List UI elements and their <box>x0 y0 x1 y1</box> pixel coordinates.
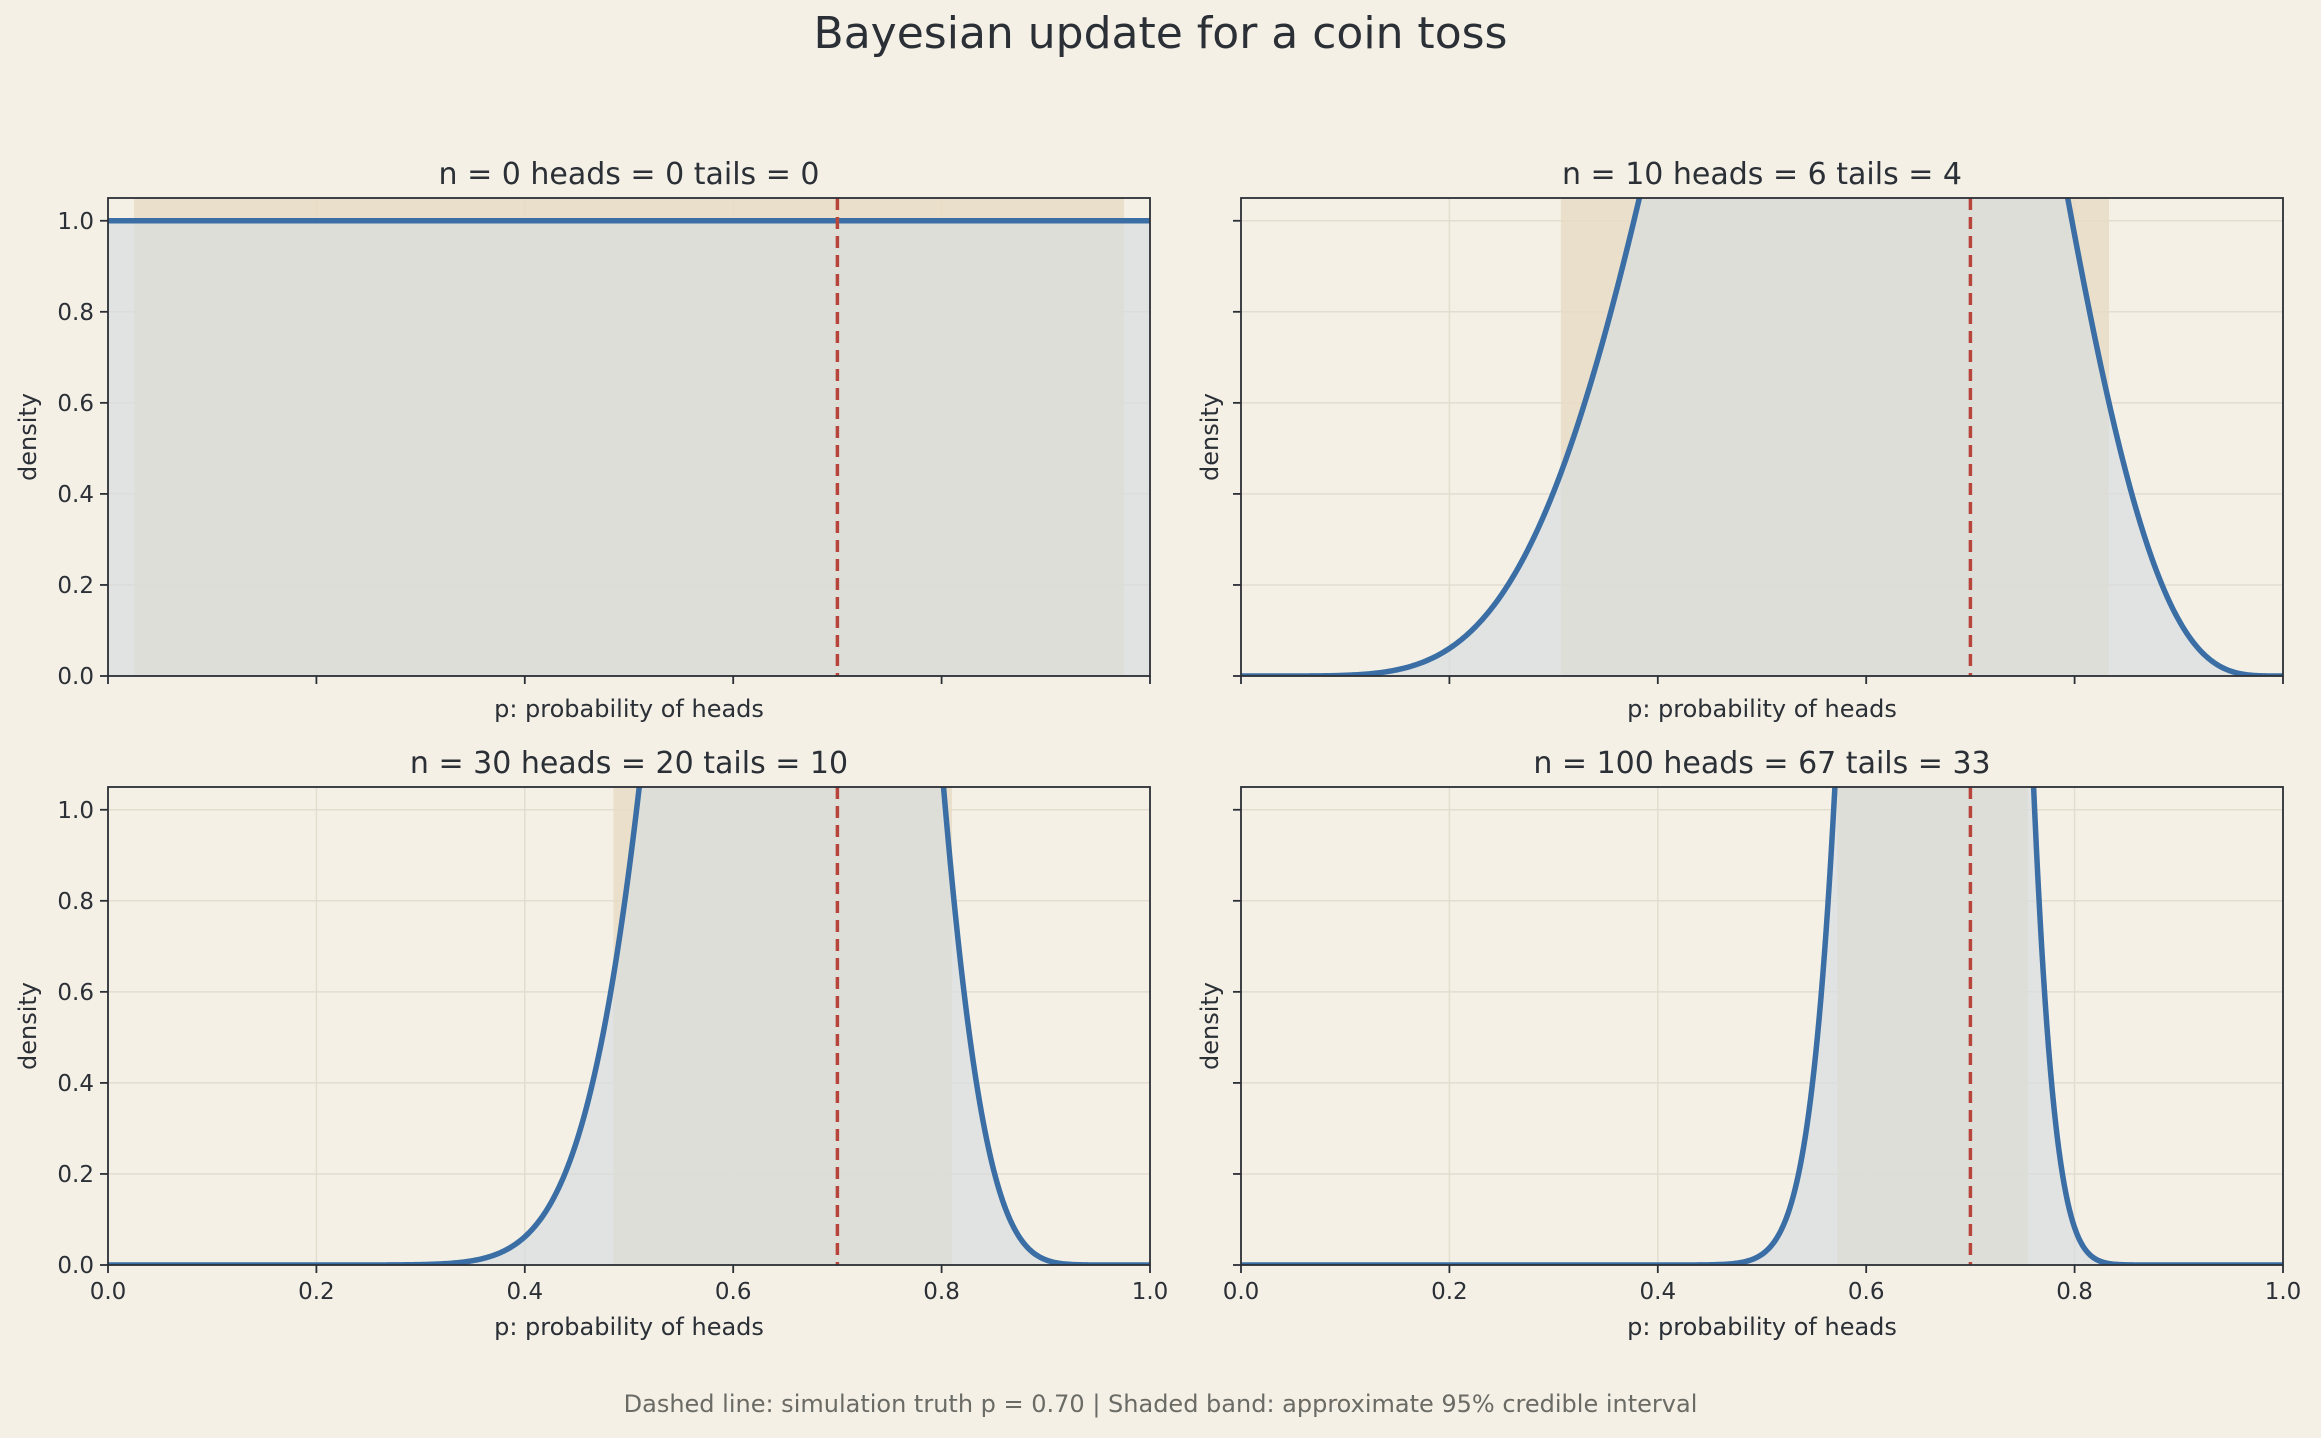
panel-2: n = 10 heads = 6 tails = 4 p: probability… <box>1196 157 2284 723</box>
y-tick-label: 0.6 <box>57 391 94 417</box>
y-tick-label: 1.0 <box>57 798 94 824</box>
panel-title: n = 30 heads = 20 tails = 10 <box>410 746 848 781</box>
posterior-fill <box>1241 198 2283 676</box>
y-tick-label: 0.8 <box>57 300 94 326</box>
x-tick-label: 0.2 <box>1431 1279 1468 1305</box>
x-axis-label: p: probability of heads <box>1627 1313 1897 1341</box>
x-tick-label: 0.4 <box>507 1279 544 1305</box>
axes-frame <box>107 197 1151 677</box>
panel-1: 0.0 0.2 0.4 0.6 0.8 1.0 n = 0 heads = 0 tails … <box>14 157 1151 723</box>
x-tick-label: 0.6 <box>715 1279 752 1305</box>
panel-title: n = 10 heads = 6 tails = 4 <box>1562 157 1962 192</box>
y-tick-label: 0.8 <box>57 889 94 915</box>
y-tick-label: 0.4 <box>57 1071 94 1097</box>
axes-frame <box>1240 197 2284 677</box>
x-axis-label: p: probability of heads <box>494 1313 764 1341</box>
panel-4: 0.0 0.2 0.4 0.6 0.8 1.0 n = 100 heads = 67 tai… <box>1196 746 2302 1341</box>
axes-frame <box>107 786 1151 1266</box>
x-axis-label: p: probability of heads <box>1627 695 1897 723</box>
y-tick-label: 0.6 <box>57 980 94 1006</box>
posterior-curve <box>1241 787 2283 1265</box>
x-tick-label: 0.6 <box>1848 1279 1885 1305</box>
x-axis-label: p: probability of heads <box>494 695 764 723</box>
x-tick-label: 0.8 <box>923 1279 960 1305</box>
y-axis-label: density <box>1196 982 1224 1070</box>
figure-footnote: Dashed line: simulation truth p = 0.70 |… <box>623 1390 1698 1418</box>
x-tick-label: 1.0 <box>2265 1279 2302 1305</box>
posterior-fill <box>108 787 1150 1265</box>
y-tick-label: 0.0 <box>57 1253 94 1279</box>
x-tick-label: 0.2 <box>298 1279 335 1305</box>
y-axis-label: density <box>14 982 42 1070</box>
posterior-fill <box>108 220 1150 676</box>
y-axis-label: density <box>1196 393 1224 481</box>
y-tick-label: 0.2 <box>57 1162 94 1188</box>
posterior-curve <box>1241 198 2283 676</box>
x-tick-label: 0.4 <box>1640 1279 1677 1305</box>
x-tick-label: 1.0 <box>1132 1279 1169 1305</box>
y-tick-label: 1.0 <box>57 209 94 235</box>
axes-frame <box>1240 786 2284 1266</box>
x-tick-label: 0.8 <box>2056 1279 2093 1305</box>
y-axis-label: density <box>14 393 42 481</box>
panel-title: n = 0 heads = 0 tails = 0 <box>439 157 820 192</box>
posterior-curve <box>108 787 1150 1265</box>
x-tick-label: 0.0 <box>1223 1279 1260 1305</box>
x-tick-label: 0.0 <box>90 1279 127 1305</box>
figure-title: Bayesian update for a coin toss <box>813 8 1508 59</box>
y-tick-label: 0.0 <box>57 664 94 690</box>
y-tick-label: 0.4 <box>57 482 94 508</box>
posterior-fill <box>1241 787 2283 1265</box>
panel-title: n = 100 heads = 67 tails = 33 <box>1533 746 1990 781</box>
panel-3: 0.0 0.2 0.4 0.6 0.8 1.0 0.0 0.2 0.4 0.6 0.8 1.0 n = … <box>14 746 1169 1341</box>
y-tick-label: 0.2 <box>57 573 94 599</box>
